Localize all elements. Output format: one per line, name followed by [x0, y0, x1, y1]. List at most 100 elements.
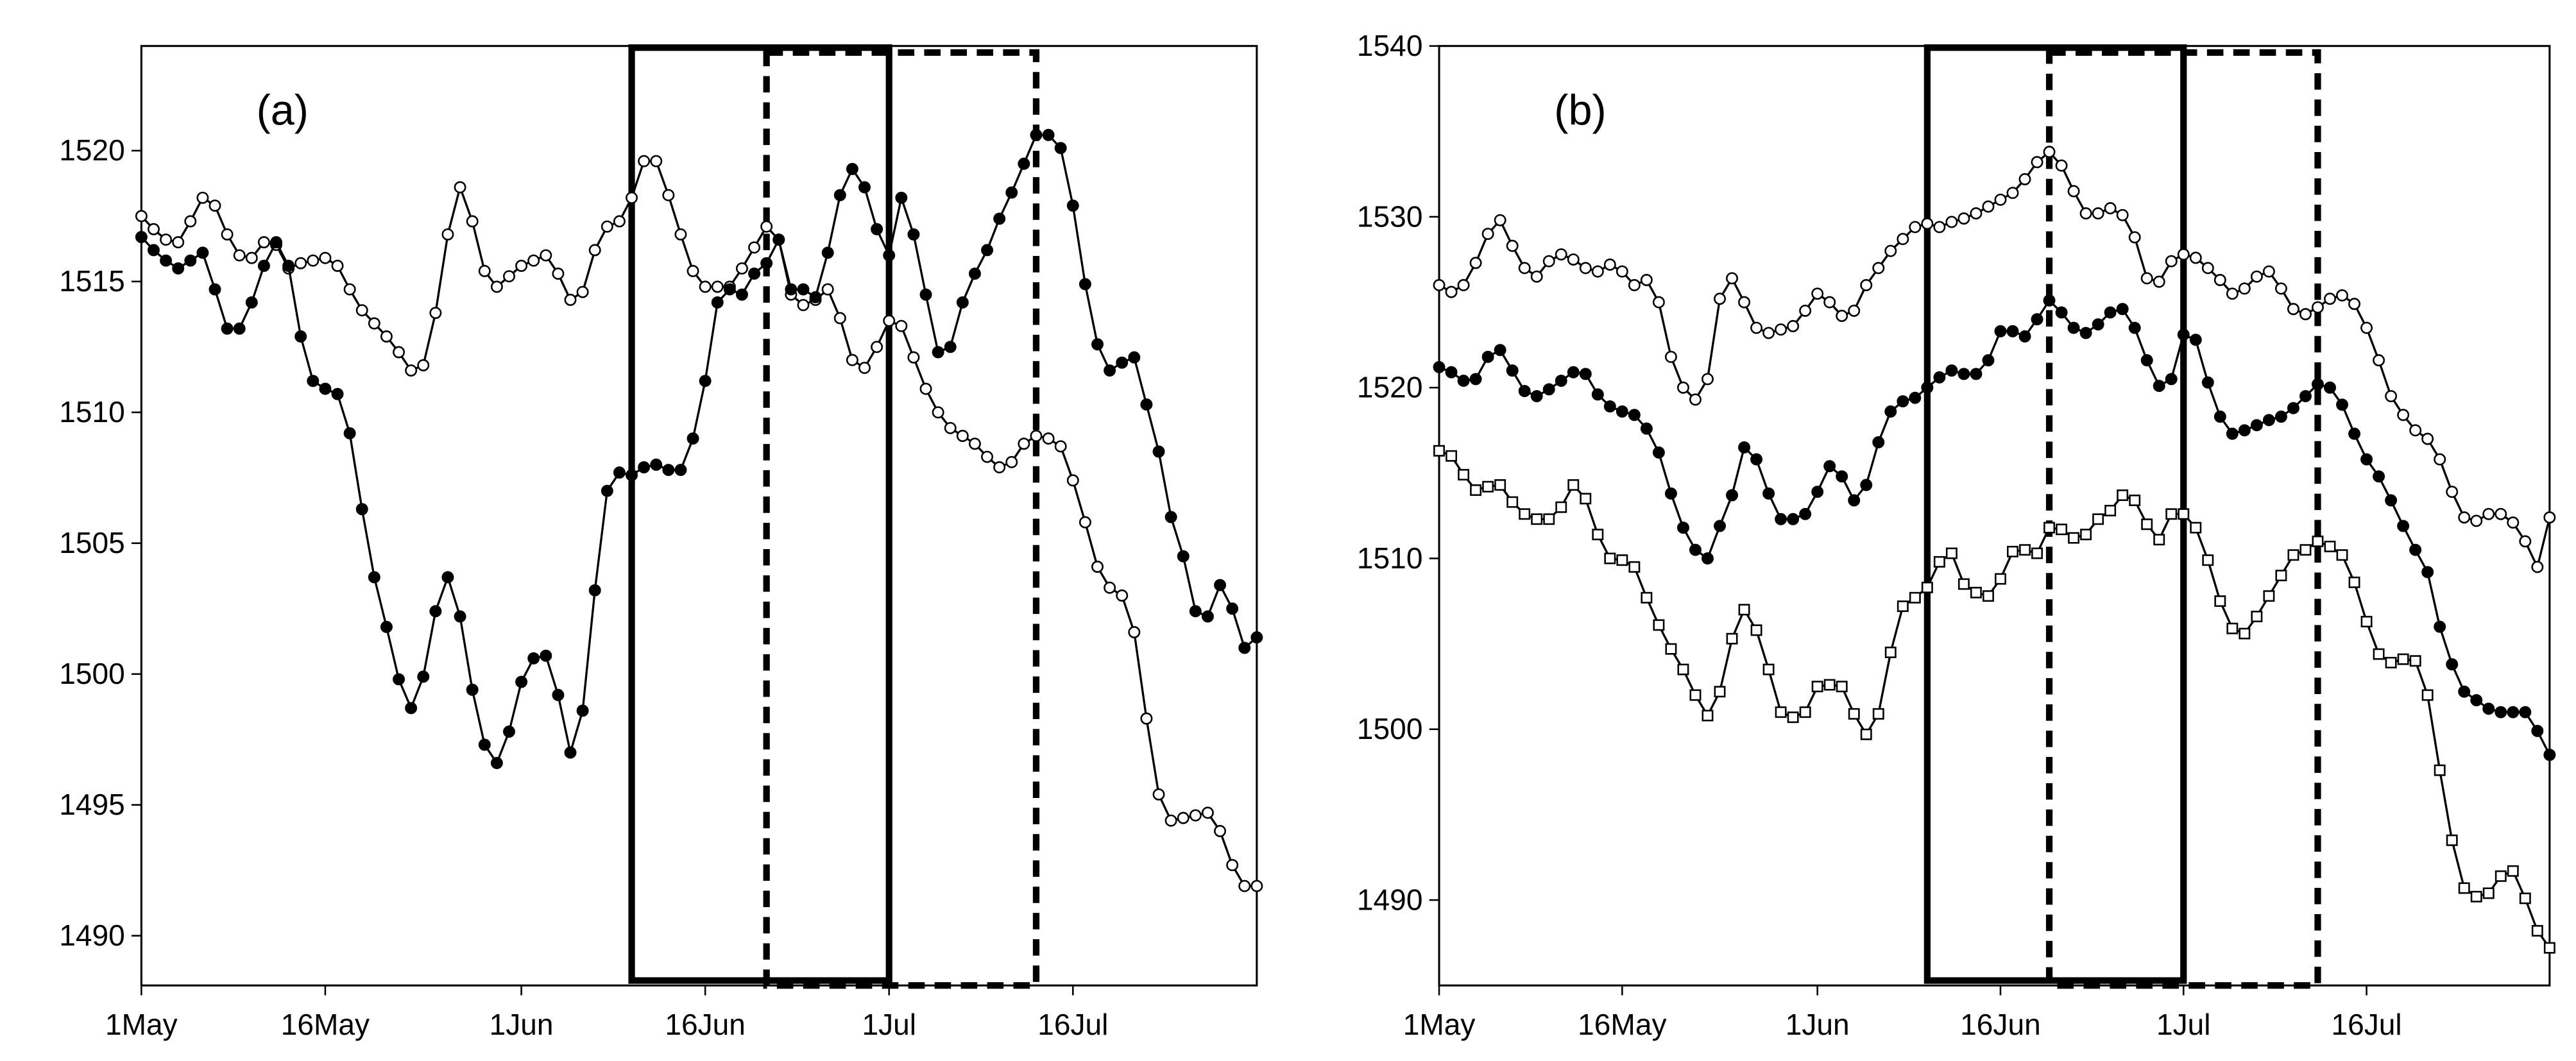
marker — [1836, 309, 1848, 322]
marker — [1823, 679, 1836, 691]
marker — [2043, 522, 2056, 534]
marker — [981, 450, 994, 463]
marker — [1177, 811, 1190, 824]
marker — [1664, 487, 1677, 500]
marker — [1214, 579, 1227, 591]
marker — [1958, 578, 1970, 590]
x-tick-label: 1May — [1403, 1008, 1476, 1041]
marker — [1531, 513, 1543, 525]
marker — [2495, 706, 2507, 718]
marker — [797, 283, 810, 296]
marker — [2153, 380, 2165, 393]
marker — [1982, 590, 1994, 602]
highlight-region — [763, 49, 1040, 989]
marker — [1848, 708, 1860, 720]
marker — [2165, 508, 2178, 520]
marker — [184, 215, 197, 228]
marker — [1726, 489, 1739, 502]
marker — [944, 341, 957, 353]
marker — [2226, 427, 2239, 440]
marker — [466, 683, 479, 696]
marker — [1116, 589, 1129, 602]
marker — [1005, 455, 1018, 468]
marker — [2116, 208, 2129, 221]
marker — [956, 430, 969, 443]
marker — [1005, 186, 1018, 199]
marker — [2189, 251, 2202, 264]
marker — [1494, 344, 1506, 357]
marker — [601, 484, 613, 497]
marker — [1958, 368, 1970, 380]
marker — [2348, 427, 2361, 440]
marker — [968, 437, 981, 450]
x-tick-label: 1Jun — [1786, 1008, 1850, 1041]
marker — [2385, 390, 2398, 403]
marker — [319, 382, 332, 395]
marker — [932, 406, 944, 419]
marker — [2067, 321, 2080, 334]
marker — [1714, 520, 1726, 532]
marker — [1238, 641, 1251, 654]
marker — [454, 181, 466, 194]
marker — [2238, 282, 2251, 295]
marker — [895, 191, 908, 204]
marker — [2213, 411, 2226, 423]
highlight-region — [1923, 44, 2187, 984]
marker — [1799, 706, 1811, 718]
marker — [2117, 489, 2129, 501]
marker — [2165, 255, 2178, 267]
marker — [417, 359, 430, 371]
marker — [196, 246, 209, 259]
marker — [772, 233, 785, 246]
marker — [1921, 381, 1934, 394]
marker — [993, 461, 1006, 473]
marker — [833, 312, 846, 325]
marker — [1433, 279, 1446, 291]
marker — [2018, 173, 2031, 185]
marker — [405, 702, 418, 715]
marker — [1506, 496, 1519, 508]
marker — [1481, 350, 1494, 363]
marker — [2165, 373, 2178, 386]
marker — [2434, 764, 2446, 776]
marker — [1945, 216, 1958, 228]
y-tick-label: 1540 — [1357, 29, 1423, 62]
marker — [1066, 474, 1079, 487]
panel-label: (a) — [257, 87, 309, 135]
marker — [172, 262, 185, 275]
marker — [1603, 400, 1616, 413]
marker — [2092, 207, 2104, 220]
marker — [883, 249, 896, 262]
marker — [1702, 373, 1714, 386]
marker — [1140, 712, 1153, 725]
marker — [1884, 244, 1897, 257]
y-tick-label: 1490 — [59, 919, 125, 952]
marker — [2409, 543, 2422, 556]
marker — [1714, 293, 1726, 305]
marker — [2543, 511, 2556, 524]
marker — [2312, 378, 2324, 391]
marker — [245, 296, 258, 309]
marker — [466, 215, 479, 228]
marker — [2348, 576, 2360, 588]
marker — [1897, 600, 1909, 613]
marker — [833, 189, 846, 201]
marker — [748, 241, 761, 254]
marker — [1860, 479, 1873, 491]
marker — [196, 191, 209, 204]
marker — [1665, 643, 1677, 655]
marker — [1250, 631, 1263, 644]
marker — [2056, 523, 2068, 536]
marker — [1676, 381, 1689, 394]
marker — [221, 228, 234, 241]
marker — [1909, 591, 1921, 604]
marker — [638, 155, 651, 167]
marker — [1164, 511, 1177, 523]
marker — [2409, 424, 2422, 437]
marker — [393, 346, 405, 359]
marker — [2104, 306, 2117, 319]
marker — [2482, 702, 2495, 715]
marker — [919, 382, 932, 395]
